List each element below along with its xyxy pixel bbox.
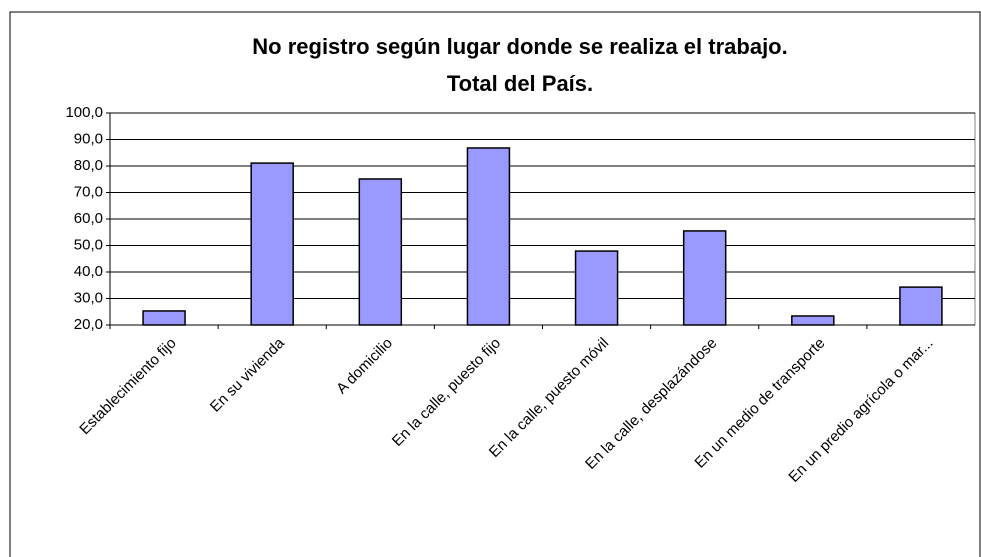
y-tick-label: 60,0 (74, 210, 103, 227)
chart-title: Total del País. (447, 71, 593, 96)
bar (466, 147, 511, 326)
bar (682, 230, 727, 326)
y-tick-label: 50,0 (74, 236, 103, 253)
y-tick-label: 90,0 (74, 130, 103, 147)
y-tick-label: 100,0 (65, 104, 103, 121)
y-tick-label: 20,0 (74, 316, 103, 333)
bar (142, 310, 186, 326)
y-tick-label: 70,0 (74, 183, 103, 200)
chart-title: No registro según lugar donde se realiza… (252, 34, 787, 59)
y-tick-label: 80,0 (74, 157, 103, 174)
y-tick-label: 30,0 (74, 289, 103, 306)
bar (791, 315, 835, 326)
bar (250, 162, 294, 326)
bar (899, 286, 943, 326)
bar (574, 250, 619, 326)
y-tick-label: 40,0 (74, 263, 103, 280)
bar (358, 178, 403, 326)
